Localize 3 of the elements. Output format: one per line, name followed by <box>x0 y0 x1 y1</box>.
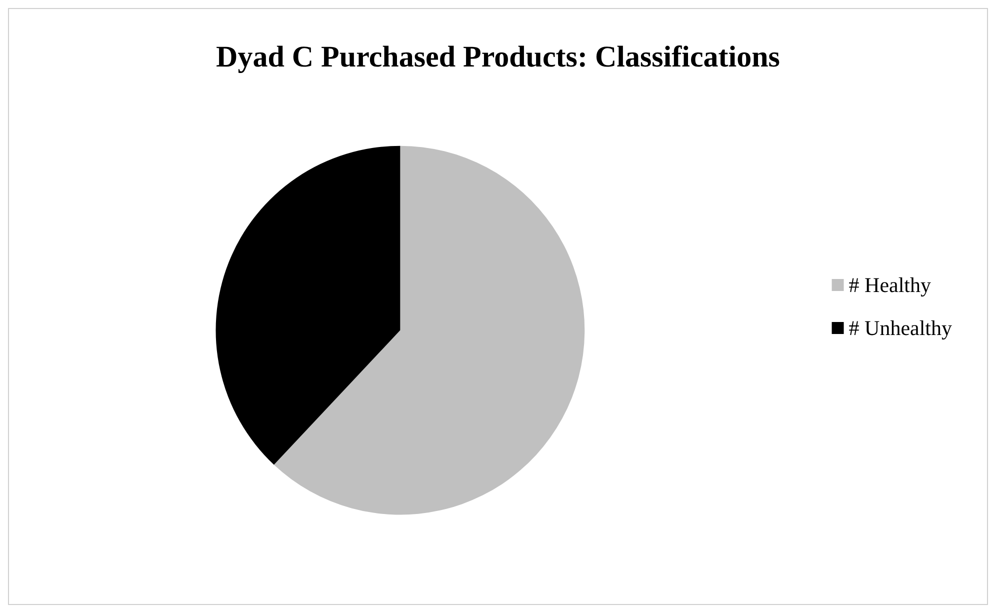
legend-label: # Healthy <box>848 273 932 297</box>
chart-title: Dyad C Purchased Products: Classifications <box>216 40 780 74</box>
legend-label: # Unhealthy <box>848 316 952 340</box>
